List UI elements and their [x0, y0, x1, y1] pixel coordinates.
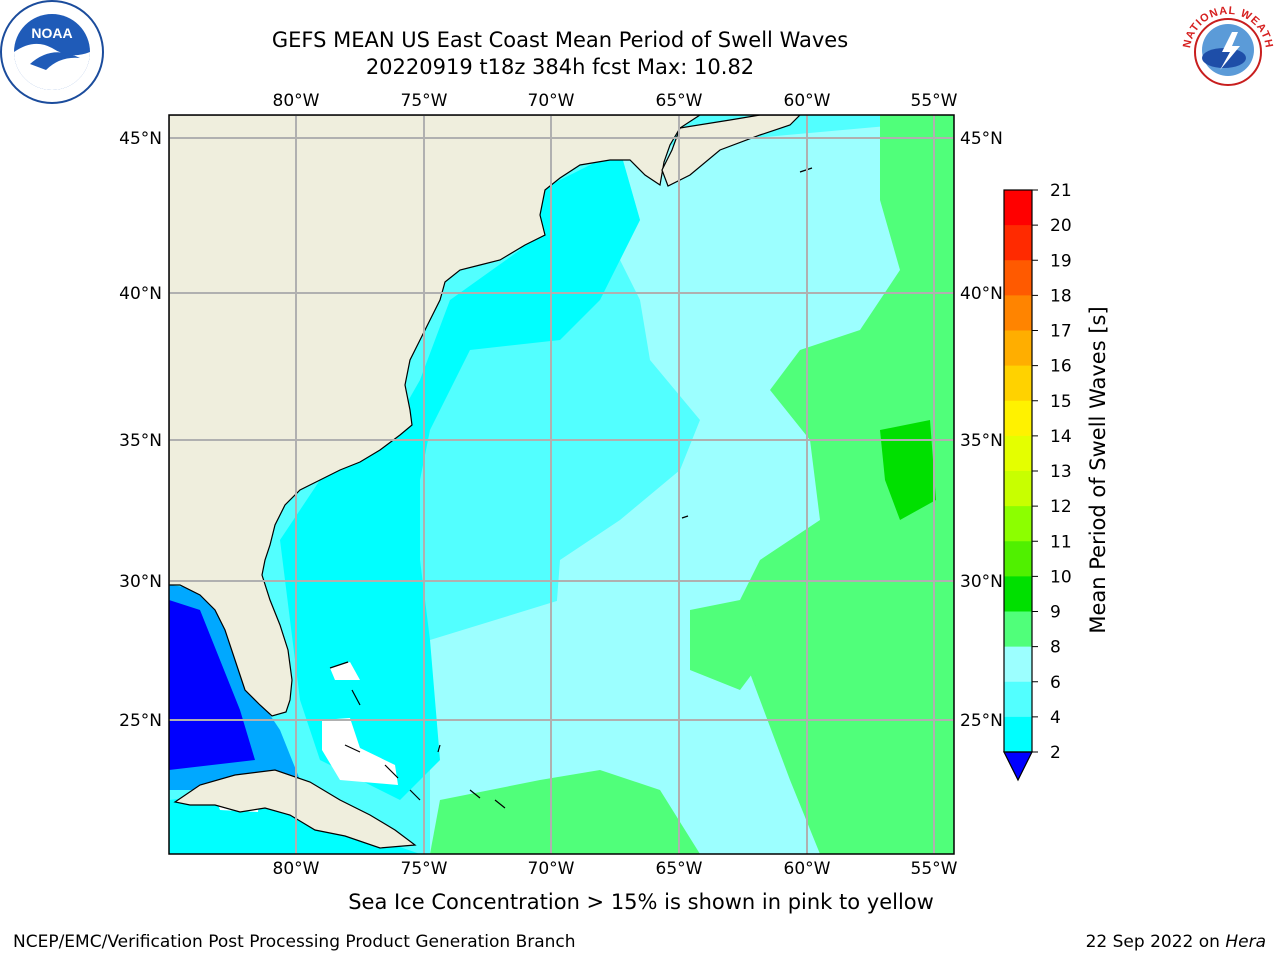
lat-ticks-right: 45°N 40°N 35°N 30°N 25°N [960, 129, 1003, 731]
noaa-logo-text: NOAA [31, 25, 72, 41]
lat-tick: 45°N [119, 129, 162, 149]
colorbar-segment [1004, 716, 1032, 753]
footer-date-text: 22 Sep 2022 on [1085, 932, 1220, 952]
footer-host: Hera [1225, 932, 1266, 952]
lon-tick: 55°W [911, 91, 958, 111]
lon-tick: 80°W [273, 859, 320, 879]
land-north-america [169, 115, 702, 717]
colorbar-tick-label: 13 [1050, 462, 1072, 482]
colorbar-tick-label: 8 [1050, 638, 1061, 658]
colorbar-tick-label: 2 [1050, 743, 1061, 763]
lon-tick: 65°W [656, 859, 703, 879]
colorbar-label: Mean Period of Swell Waves [s] [1086, 306, 1110, 634]
lat-tick: 40°N [119, 284, 162, 304]
colorbar-tick-label: 18 [1050, 286, 1072, 306]
lat-tick: 25°N [119, 711, 162, 731]
colorbar-tick-label: 17 [1050, 322, 1072, 342]
colorbar-segment [1004, 471, 1032, 507]
chart-subtitle: 20220919 t18z 384h fcst Max: 10.82 [365, 55, 755, 79]
colorbar-tick-label: 4 [1050, 708, 1061, 728]
colorbar-tick-label: 11 [1050, 532, 1072, 552]
colorbar: 21 20 19 18 17 16 15 14 13 12 11 10 9 8 6 4 2 [1003, 181, 1072, 782]
colorbar-tick-label: 9 [1050, 603, 1061, 623]
colorbar-segment [1004, 400, 1032, 437]
lon-tick: 55°W [911, 859, 958, 879]
lat-tick: 40°N [960, 284, 1003, 304]
contour-10-11s [880, 420, 936, 520]
lon-tick: 75°W [401, 91, 448, 111]
colorbar-tick-label: 6 [1050, 673, 1061, 693]
lat-ticks-left: 45°N 40°N 35°N 30°N 25°N [119, 129, 162, 731]
graticule [169, 115, 954, 854]
colorbar-tick-label: 16 [1050, 357, 1072, 377]
lon-tick: 70°W [528, 91, 575, 111]
chart-title: GEFS MEAN US East Coast Mean Period of S… [271, 28, 849, 52]
colorbar-segment [1004, 506, 1032, 542]
colorbar-segment [1004, 225, 1032, 261]
map-panel [169, 115, 954, 854]
lon-tick: 60°W [784, 91, 831, 111]
lat-tick: 25°N [960, 711, 1003, 731]
lat-tick: 30°N [119, 572, 162, 592]
lon-tick: 75°W [401, 859, 448, 879]
colorbar-segment [1004, 260, 1032, 296]
contour-9-10s-south [430, 770, 700, 854]
bahamas-bank-north [330, 662, 360, 680]
colorbar-segment [1004, 365, 1032, 402]
contour-9-10s-mid [690, 600, 770, 690]
colorbar-segment [1004, 541, 1032, 577]
colorbar-segment [1004, 611, 1032, 648]
colorbar-tick-label: 20 [1050, 216, 1072, 236]
lat-tick: 30°N [960, 572, 1003, 592]
colorbar-segment [1004, 330, 1032, 367]
colorbar-segment [1004, 576, 1032, 612]
colorbar-tick-label: 10 [1050, 567, 1072, 587]
colorbar-tick-label: 21 [1050, 181, 1072, 201]
contour-lt2s-gulf [169, 600, 255, 770]
contour-9-10s-east [730, 115, 954, 854]
lat-tick: 35°N [119, 431, 162, 451]
lon-ticks-bottom: 80°W 75°W 70°W 65°W 60°W 55°W [273, 859, 958, 879]
lon-tick: 70°W [528, 859, 575, 879]
colorbar-segment [1004, 681, 1032, 718]
colorbar-segment [1004, 435, 1032, 472]
lon-tick: 65°W [656, 91, 703, 111]
colorbar-extend [1003, 751, 1033, 782]
colorbar-tick-label: 19 [1050, 251, 1072, 271]
map-frame [168, 114, 955, 855]
lat-tick: 45°N [960, 129, 1003, 149]
colorbar-segment [1004, 190, 1032, 226]
footer-branch: NCEP/EMC/Verification Post Processing Pr… [13, 932, 576, 952]
colorbar-tick-label: 12 [1050, 497, 1072, 517]
colorbar-segment [1004, 646, 1032, 683]
lon-ticks-top: 80°W 75°W 70°W 65°W 60°W 55°W [273, 91, 958, 111]
sea-ice-note: Sea Ice Concentration > 15% is shown in … [348, 890, 934, 914]
colorbar-segment [1004, 295, 1032, 331]
lon-tick: 80°W [273, 91, 320, 111]
footer-date: 22 Sep 2022 on Hera [1086, 932, 1266, 952]
nws-logo: NATIONAL WEATHER SERVICE [1176, 0, 1276, 100]
lat-tick: 35°N [960, 431, 1003, 451]
colorbar-tick-label: 14 [1050, 427, 1072, 447]
noaa-logo: NOAA [0, 0, 104, 104]
colorbar-tick-label: 15 [1050, 392, 1072, 412]
lon-tick: 60°W [784, 859, 831, 879]
land-bahamas [329, 167, 813, 809]
land-nova-scotia [661, 115, 801, 187]
